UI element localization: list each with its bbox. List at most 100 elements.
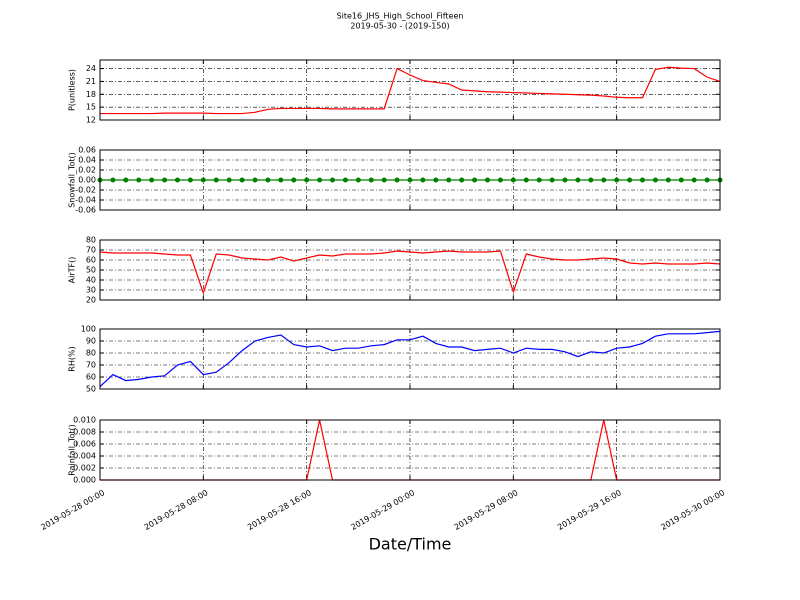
x-tick-label: 2019-05-29 16:00 xyxy=(556,488,623,532)
data-point xyxy=(213,177,219,183)
data-point xyxy=(652,177,658,183)
data-point xyxy=(239,177,245,183)
data-point xyxy=(149,177,155,183)
y-tick-label: 18 xyxy=(86,90,96,99)
y-tick-label: 50 xyxy=(86,266,96,275)
y-axis-label: RH(%) xyxy=(68,346,77,371)
data-point xyxy=(317,177,323,183)
data-point xyxy=(123,177,129,183)
data-point xyxy=(691,177,697,183)
data-point xyxy=(678,177,684,183)
y-tick-label: 80 xyxy=(86,236,96,245)
data-point xyxy=(420,177,426,183)
x-tick-label: 2019-05-30 00:00 xyxy=(659,488,726,532)
data-point xyxy=(704,177,710,183)
data-point xyxy=(510,177,516,183)
plot-frame xyxy=(99,59,721,121)
y-tick-label: 90 xyxy=(86,337,96,346)
y-tick-label: 21 xyxy=(86,77,96,86)
y-tick-label: 0.000 xyxy=(73,476,96,485)
data-line xyxy=(99,250,721,295)
data-point xyxy=(446,177,452,183)
y-tick-label: 0.010 xyxy=(73,416,96,425)
x-tick-label: 2019-05-28 16:00 xyxy=(246,488,313,532)
data-point xyxy=(252,177,258,183)
data-point xyxy=(536,177,542,183)
y-tick-label: 0.02 xyxy=(78,166,96,175)
data-point xyxy=(562,177,568,183)
data-point xyxy=(136,177,142,183)
data-point xyxy=(304,177,310,183)
y-tick-label: 15 xyxy=(86,103,96,112)
y-tick-label: 0.006 xyxy=(73,440,96,449)
y-tick-label: 60 xyxy=(86,373,96,382)
data-line xyxy=(99,330,721,388)
data-point xyxy=(407,177,413,183)
y-tick-label: 0.004 xyxy=(73,452,96,461)
y-tick-label: 60 xyxy=(86,256,96,265)
data-point xyxy=(330,177,335,183)
x-axis-label: Date/Time xyxy=(369,535,452,554)
data-point xyxy=(588,177,594,183)
data-point xyxy=(162,177,168,183)
y-tick-label: 50 xyxy=(86,385,96,394)
data-point xyxy=(433,177,439,183)
y-tick-label: 0.008 xyxy=(73,428,96,437)
data-point xyxy=(175,177,180,183)
data-point xyxy=(368,177,374,183)
y-tick-label: 20 xyxy=(86,296,96,305)
data-point xyxy=(394,177,400,183)
y-tick-label: 30 xyxy=(86,286,96,295)
y-axis-label: AirTF() xyxy=(68,257,77,284)
y-tick-label: -0.06 xyxy=(75,206,96,215)
y-tick-label: 70 xyxy=(86,361,96,370)
data-point xyxy=(291,177,297,183)
data-point xyxy=(381,177,387,183)
data-point xyxy=(342,177,348,183)
data-point xyxy=(459,177,465,183)
y-tick-label: -0.04 xyxy=(75,196,96,205)
plot-frame xyxy=(99,328,721,390)
data-point xyxy=(226,177,232,183)
y-axis-label: Rainfall_Tot() xyxy=(68,424,77,476)
data-point xyxy=(497,177,503,183)
data-point xyxy=(278,177,284,183)
y-axis-label: Snowfall_Tot() xyxy=(68,152,77,208)
y-tick-label: 24 xyxy=(86,64,96,73)
data-point xyxy=(200,177,206,183)
y-tick-label: 0.00 xyxy=(78,176,96,185)
y-tick-label: 0.04 xyxy=(78,156,96,165)
data-point xyxy=(614,177,620,183)
plot-frame xyxy=(99,419,721,481)
data-point xyxy=(472,177,478,183)
x-tick-label: 2019-05-28 00:00 xyxy=(39,488,106,532)
y-tick-label: -0.02 xyxy=(75,186,96,195)
y-tick-label: 0.002 xyxy=(73,464,96,473)
data-point xyxy=(665,177,671,183)
data-point xyxy=(601,177,607,183)
y-tick-label: 0.06 xyxy=(78,146,96,155)
x-tick-label: 2019-05-29 08:00 xyxy=(453,488,520,532)
y-tick-label: 70 xyxy=(86,246,96,255)
x-tick-label: 2019-05-28 08:00 xyxy=(143,488,210,532)
x-tick-label: 2019-05-29 00:00 xyxy=(349,488,416,532)
chart-subtitle: 2019-05-30 - (2019-150) xyxy=(350,22,449,31)
data-point xyxy=(187,177,193,183)
data-point xyxy=(627,177,633,183)
data-point xyxy=(523,177,529,183)
data-line xyxy=(100,66,721,115)
data-point xyxy=(575,177,581,183)
data-point xyxy=(265,177,271,183)
y-axis-label: P(unitless) xyxy=(68,69,77,111)
y-tick-label: 40 xyxy=(86,276,96,285)
data-point xyxy=(485,177,490,183)
y-tick-label: 100 xyxy=(81,325,96,334)
y-tick-label: 12 xyxy=(86,116,96,125)
data-point xyxy=(110,177,116,183)
data-point xyxy=(549,177,555,183)
data-point xyxy=(640,177,645,183)
plot-frame xyxy=(99,149,721,211)
plot-frame xyxy=(99,239,721,301)
data-point xyxy=(355,177,361,183)
